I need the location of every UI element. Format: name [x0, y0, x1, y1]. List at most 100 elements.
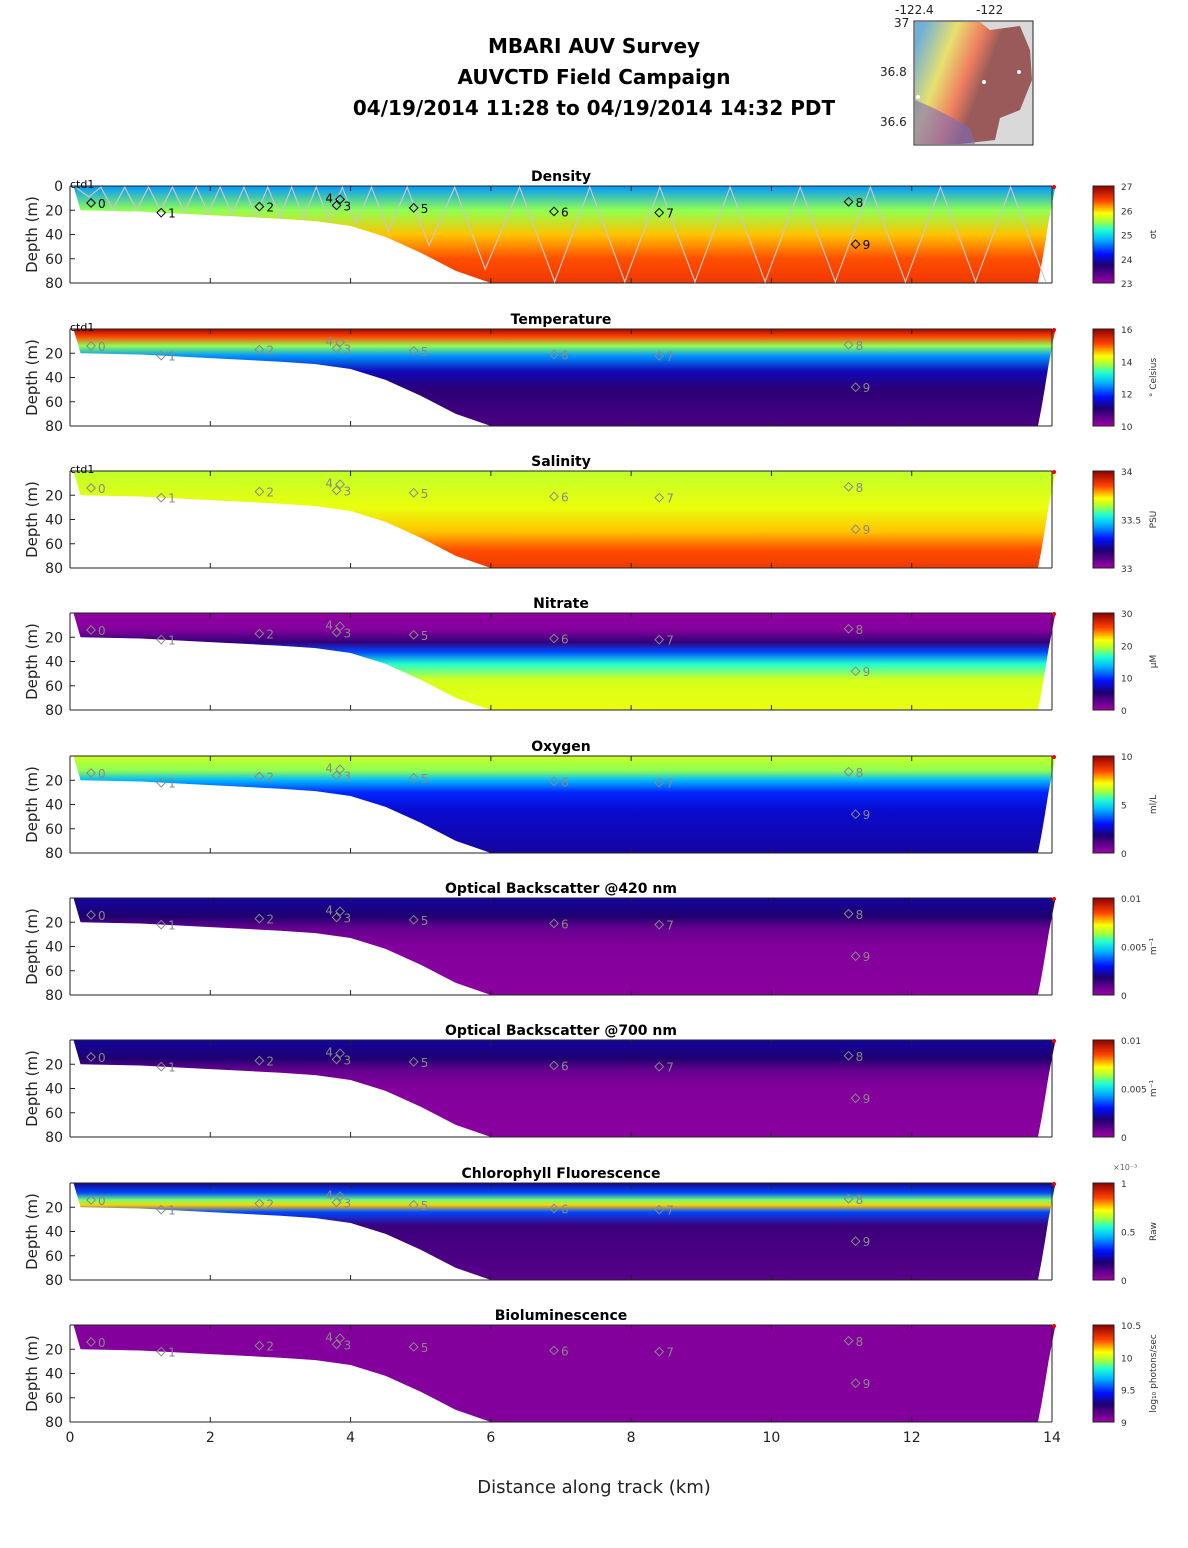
waypoint-marker	[156, 492, 167, 503]
colorbar-tick-label: 30	[1121, 610, 1133, 620]
waypoint-marker	[335, 194, 345, 205]
waypoint-marker	[254, 1055, 265, 1066]
waypoint-label: 9	[863, 523, 871, 537]
waypoint-marker	[86, 910, 96, 920]
end-marker	[1052, 185, 1056, 189]
waypoint-label: 3	[344, 1338, 352, 1352]
y-axis-label: Depth (m)	[23, 481, 41, 558]
waypoint-label: 7	[666, 207, 674, 221]
colorbar-tick-label: 20	[1121, 642, 1133, 652]
waypoint-label: 3	[344, 626, 352, 640]
waypoint-label: 0	[98, 1194, 106, 1208]
colorbar-tick-label: 16	[1121, 326, 1133, 336]
waypoint-label: 4	[325, 476, 333, 490]
waypoint-marker	[654, 777, 665, 788]
colorbar-tick-label: 24	[1121, 256, 1133, 266]
colorbar-tick-label: 12	[1121, 391, 1132, 401]
waypoint-marker	[654, 634, 665, 645]
data-field	[73, 186, 1056, 283]
colorbar	[1092, 1324, 1115, 1423]
waypoint-label: 3	[344, 342, 352, 356]
waypoint-marker	[156, 1204, 167, 1215]
waypoint-label: 3	[344, 1196, 352, 1210]
waypoint-marker	[850, 382, 861, 393]
waypoint-marker	[408, 345, 419, 356]
waypoint-label: 7	[666, 1061, 674, 1075]
waypoint-label: 8	[856, 1193, 864, 1207]
y-tick-label: 20	[45, 1200, 63, 1216]
waypoint-marker	[843, 1050, 854, 1061]
waypoint-marker	[850, 1378, 861, 1389]
waypoint-label: 1	[168, 1061, 176, 1075]
waypoint-marker	[850, 524, 861, 535]
colorbar-tick-label: 0	[1121, 1277, 1127, 1287]
waypoint-marker	[156, 634, 167, 645]
y-tick-label: 20	[45, 346, 63, 362]
colorbar-tick-label: 0.005	[1121, 1086, 1147, 1096]
x-tick-label: 14	[1043, 1430, 1061, 1446]
colorbar-unit-label: m⁻¹	[1149, 1080, 1159, 1098]
waypoint-label: 9	[863, 950, 871, 964]
waypoint-marker	[331, 485, 342, 496]
waypoint-label: 4	[325, 618, 333, 632]
waypoint-marker	[254, 201, 265, 212]
waypoint-label: 8	[856, 339, 864, 353]
waypoint-marker	[86, 198, 96, 208]
colorbar-tick-label: 34	[1121, 468, 1133, 478]
panel-title: Nitrate	[533, 596, 589, 612]
colorbar-tick-label: 33	[1121, 565, 1132, 575]
y-tick-label: 40	[45, 513, 63, 529]
colorbar-tick-label: 0.5	[1121, 1229, 1135, 1239]
waypoint-label: 2	[266, 913, 274, 927]
waypoint-marker	[331, 1054, 342, 1065]
waypoint-label: 6	[561, 1202, 569, 1216]
colorbar-tick-label: 0.01	[1121, 1037, 1141, 1047]
waypoint-label: 9	[863, 238, 871, 252]
waypoint-marker	[408, 1056, 419, 1067]
colorbar	[1092, 755, 1115, 854]
waypoint-label: 3	[344, 199, 352, 213]
waypoint-label: 2	[266, 771, 274, 785]
end-marker	[1052, 1039, 1056, 1043]
y-axis-label: Depth (m)	[23, 623, 41, 700]
waypoint-label: 5	[421, 487, 429, 501]
waypoint-marker	[86, 625, 96, 635]
waypoint-marker	[843, 623, 854, 634]
y-tick-label: 60	[45, 1249, 63, 1265]
waypoint-marker	[408, 914, 419, 925]
waypoint-label: 5	[421, 1056, 429, 1070]
y-tick-label: 60	[45, 964, 63, 980]
colorbar-unit-label: μM	[1149, 655, 1159, 669]
waypoint-label: 6	[561, 632, 569, 646]
y-tick-label: 80	[45, 1415, 63, 1431]
y-tick-label: 20	[45, 203, 63, 219]
y-tick-label: 20	[45, 630, 63, 646]
y-axis-label: Depth (m)	[23, 1050, 41, 1127]
waypoint-label: 7	[666, 350, 674, 364]
y-tick-label: 40	[45, 1082, 63, 1098]
waypoint-label: 9	[863, 665, 871, 679]
waypoint-marker	[549, 491, 559, 502]
y-tick-label: 80	[45, 703, 63, 719]
waypoint-label: 1	[168, 777, 176, 791]
waypoint-marker	[335, 1333, 345, 1344]
waypoint-label: 4	[325, 903, 333, 917]
waypoint-marker	[254, 628, 265, 639]
waypoint-marker	[850, 1236, 861, 1247]
waypoint-label: 0	[98, 909, 106, 923]
waypoint-marker	[549, 633, 559, 644]
waypoint-marker	[86, 483, 96, 493]
waypoint-marker	[549, 1060, 559, 1071]
panel-title: Density	[531, 169, 591, 185]
colorbar	[1092, 328, 1115, 427]
waypoint-label: 8	[856, 196, 864, 210]
y-tick-label: 40	[45, 371, 63, 387]
colorbar-tick-label: 9	[1121, 1419, 1127, 1429]
y-tick-label: 40	[45, 1225, 63, 1241]
y-tick-label: 80	[45, 1130, 63, 1146]
waypoint-marker	[843, 339, 854, 350]
y-tick-label: 40	[45, 940, 63, 956]
panel-title: Chlorophyll Fluorescence	[461, 1166, 660, 1182]
waypoint-label: 6	[561, 205, 569, 219]
